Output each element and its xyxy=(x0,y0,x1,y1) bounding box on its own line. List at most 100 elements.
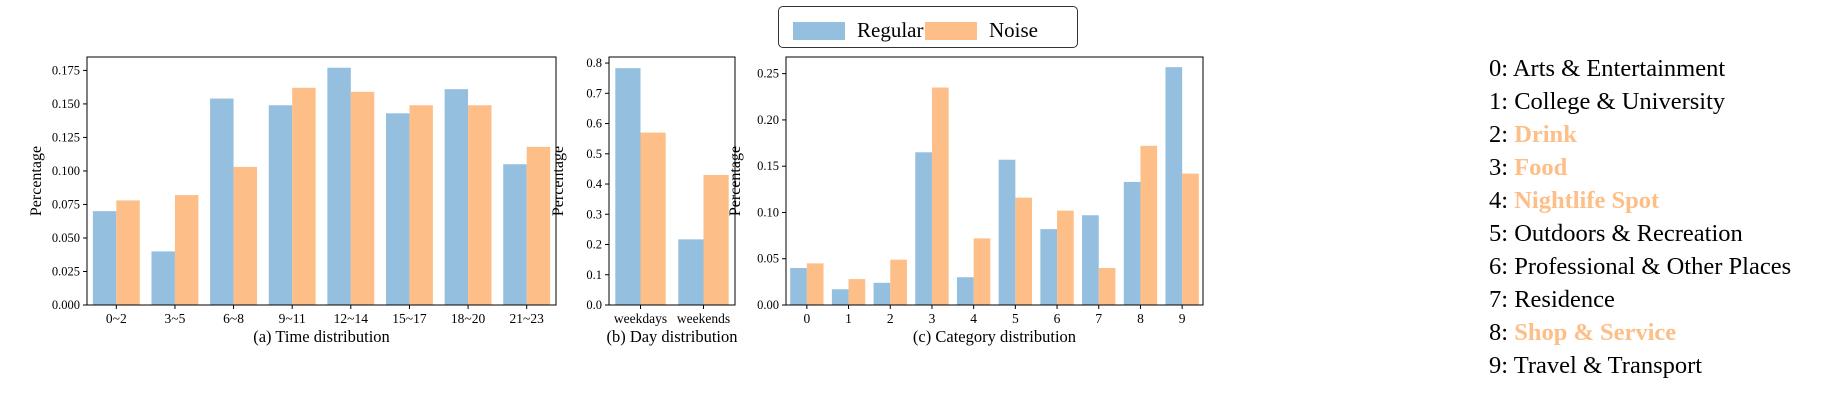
category-index: 1: xyxy=(1489,88,1509,115)
x-tick-label: 18~20 xyxy=(451,311,486,326)
plot-frame xyxy=(86,56,557,306)
y-tick-label: 0.025 xyxy=(52,264,80,278)
bar-noise xyxy=(292,87,316,305)
legend-swatch-regular xyxy=(793,21,845,40)
category-index: 8: xyxy=(1489,319,1509,346)
y-tick-label: 0.25 xyxy=(757,67,779,81)
bar-regular xyxy=(1040,229,1058,305)
bar-noise xyxy=(233,166,258,305)
chart-0: 0.000 0.025 0.050 0.075 0.100 0.125 0.150 0.175… xyxy=(28,56,557,346)
bar-regular xyxy=(790,267,807,305)
bar-regular xyxy=(873,282,891,305)
y-tick-label: 0.15 xyxy=(757,159,779,173)
chart-2: 0.00 0.05 0.10 0.15 0.20 0.25 0 1 2 3 4 5 6 7 8 9 Percen… xyxy=(727,56,1204,346)
legend-item-noise: Noise xyxy=(925,18,1038,43)
category-legend-item: 3: Food xyxy=(1489,151,1791,184)
bar-regular xyxy=(385,113,410,305)
y-tick-label: 0.000 xyxy=(52,298,80,312)
bar-noise xyxy=(468,105,492,305)
y-tick-label: 0.20 xyxy=(757,113,779,127)
bar-regular xyxy=(831,289,849,305)
category-legend-item: 9: Travel & Transport xyxy=(1489,349,1791,382)
y-axis-label: Percentage xyxy=(28,146,45,216)
y-tick-label: 0.8 xyxy=(586,56,602,70)
chart-caption: (a) Time distribution xyxy=(253,327,390,346)
category-name: Arts & Entertainment xyxy=(1512,55,1726,82)
legend-label-regular: Regular xyxy=(857,18,924,42)
category-name-highlighted: Nightlife Spot xyxy=(1514,187,1660,214)
x-tick-label: 5 xyxy=(1012,311,1019,326)
x-tick-label: 0~2 xyxy=(106,311,127,326)
category-name: College & University xyxy=(1514,88,1726,115)
bar-regular xyxy=(678,239,704,305)
bar-regular xyxy=(444,89,469,305)
y-tick-label: 0.5 xyxy=(586,147,602,161)
x-tick-label: 0 xyxy=(803,311,810,326)
bar-noise xyxy=(973,238,991,305)
bar-noise xyxy=(526,146,551,305)
y-tick-label: 0.05 xyxy=(757,252,779,266)
category-legend-item: 7: Residence xyxy=(1489,283,1791,316)
bar-regular xyxy=(92,211,117,305)
category-legend-item: 2: Drink xyxy=(1489,118,1791,151)
category-legend-item: 5: Outdoors & Recreation xyxy=(1489,217,1791,250)
x-tick-label: 3 xyxy=(929,311,936,326)
x-tick-label: 4 xyxy=(970,311,977,326)
bar-regular xyxy=(327,67,351,305)
y-tick-label: 0.7 xyxy=(586,86,602,100)
y-tick-label: 0.125 xyxy=(52,130,80,144)
y-tick-label: 0.075 xyxy=(52,197,80,211)
bar-regular xyxy=(1082,215,1099,305)
bar-regular xyxy=(615,68,641,305)
bar-noise xyxy=(806,263,824,305)
category-name-highlighted: Shop & Service xyxy=(1514,319,1677,346)
legend-swatch-noise xyxy=(925,21,977,40)
legend-label-noise: Noise xyxy=(989,18,1038,42)
x-tick-label: 21~23 xyxy=(510,311,545,326)
bar-noise xyxy=(1057,210,1074,305)
bar-noise xyxy=(1015,197,1033,305)
y-axis-label: Percentage xyxy=(550,146,567,216)
bar-regular xyxy=(151,251,175,305)
bar-noise xyxy=(350,91,375,305)
bar-noise xyxy=(116,200,140,305)
category-index: 4: xyxy=(1489,187,1509,214)
category-index: 5: xyxy=(1489,220,1509,247)
category-legend-item: 1: College & University xyxy=(1489,85,1791,118)
y-tick-label: 0.150 xyxy=(52,97,80,111)
y-tick-label: 0.2 xyxy=(586,238,602,252)
legend-item-regular: Regular xyxy=(793,18,923,43)
bar-noise xyxy=(409,105,433,305)
y-tick-label: 0.0 xyxy=(586,298,602,312)
category-name: Outdoors & Recreation xyxy=(1514,220,1743,247)
bar-regular xyxy=(268,105,293,305)
bar-regular xyxy=(998,159,1016,305)
bar-noise xyxy=(931,87,949,305)
y-tick-label: 0.10 xyxy=(757,205,779,219)
x-tick-label: 6 xyxy=(1054,311,1061,326)
x-tick-label: 7 xyxy=(1095,311,1102,326)
category-legend-item: 4: Nightlife Spot xyxy=(1489,184,1791,217)
x-tick-label: 2 xyxy=(887,311,894,326)
category-index: 9: xyxy=(1489,352,1509,379)
x-tick-label: 1 xyxy=(845,311,852,326)
category-name-highlighted: Food xyxy=(1514,154,1568,181)
category-index: 7: xyxy=(1489,286,1509,313)
y-tick-label: 0.175 xyxy=(52,63,80,77)
x-tick-label: 6~8 xyxy=(223,311,244,326)
bar-noise xyxy=(703,174,729,305)
bar-regular xyxy=(915,152,932,305)
y-tick-label: 0.00 xyxy=(757,298,779,312)
category-index: 6: xyxy=(1489,253,1509,280)
x-tick-label: 9~11 xyxy=(279,311,306,326)
x-tick-label: 9 xyxy=(1179,311,1186,326)
y-tick-label: 0.6 xyxy=(586,117,602,131)
x-tick-label: 12~14 xyxy=(334,311,369,326)
x-tick-label: 3~5 xyxy=(165,311,186,326)
chart-caption: (c) Category distribution xyxy=(913,327,1076,346)
bar-regular xyxy=(503,164,527,305)
x-tick-label: weekends xyxy=(677,311,730,326)
x-tick-label: 8 xyxy=(1137,311,1144,326)
plot-frame xyxy=(608,56,736,306)
